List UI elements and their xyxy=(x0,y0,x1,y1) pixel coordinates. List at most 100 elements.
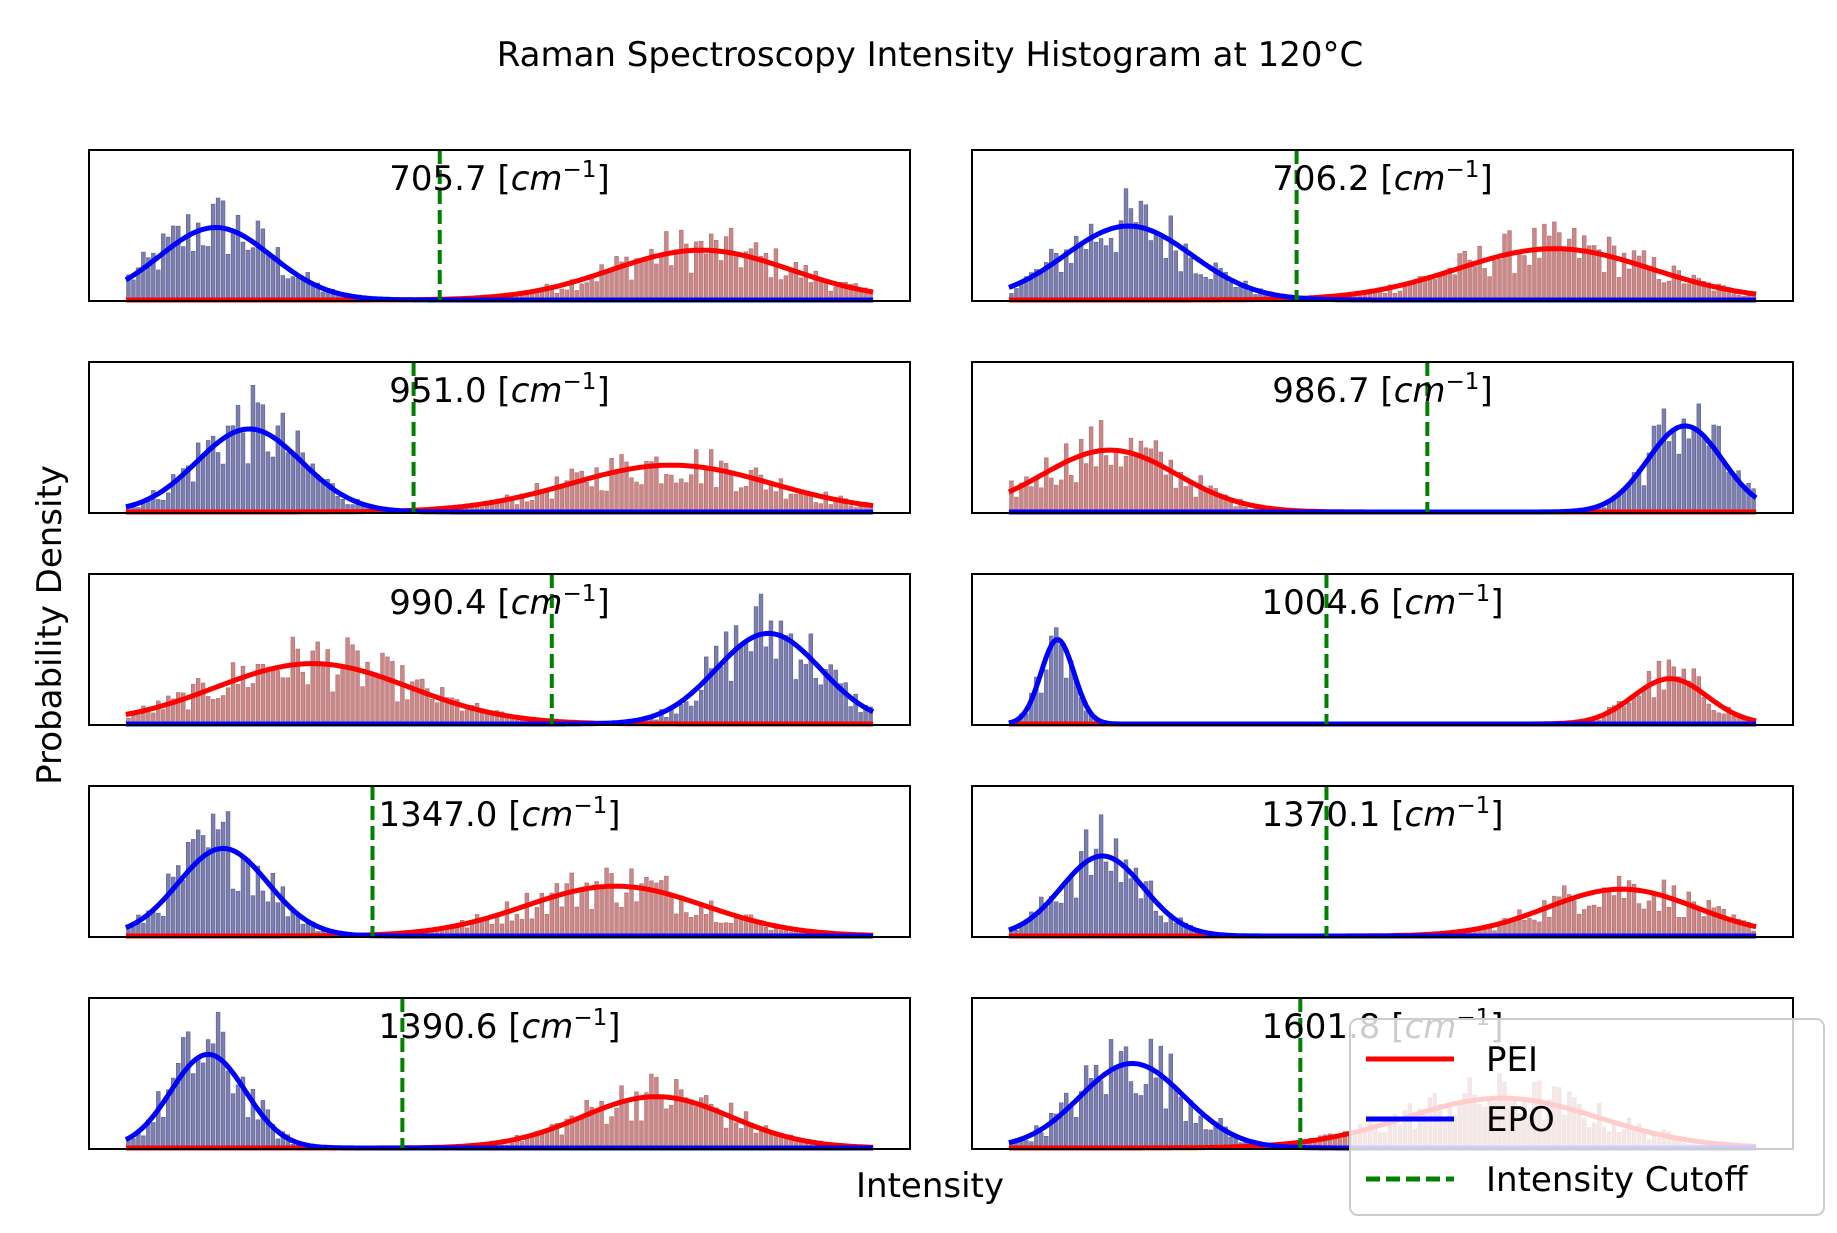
pei-bar xyxy=(1611,245,1617,302)
epo-bar xyxy=(250,247,256,302)
epo-bar xyxy=(156,269,161,302)
pei-bar xyxy=(614,1107,619,1150)
panel-5: 990.4 [cm−1] xyxy=(88,573,911,727)
pei-bar xyxy=(350,644,355,726)
pei-bar xyxy=(574,472,579,514)
pei-bar xyxy=(1671,885,1677,938)
pei-bar xyxy=(664,1108,669,1150)
epo-bar xyxy=(255,865,261,938)
epo-bar xyxy=(1059,1102,1064,1150)
pei-bar xyxy=(669,474,674,514)
pei-bar xyxy=(420,678,425,726)
epo-bar xyxy=(1108,870,1114,938)
epo-bar xyxy=(1193,273,1198,302)
panel-unit-close: ] xyxy=(1479,159,1492,199)
panel-label: 1004.6 [cm−1] xyxy=(1261,581,1503,623)
epo-bar xyxy=(270,258,276,302)
pei-bar xyxy=(1078,439,1084,514)
epo-bar xyxy=(1183,1121,1188,1150)
epo-bar xyxy=(718,666,724,726)
pei-bar xyxy=(340,664,345,726)
panel-2: 706.2 [cm−1] xyxy=(971,149,1794,303)
epo-bar xyxy=(1188,1100,1193,1150)
pei-bar xyxy=(723,236,729,302)
panel-unit: cm xyxy=(522,1007,574,1047)
pei-bar xyxy=(245,687,251,726)
epo-bar xyxy=(1073,1117,1079,1150)
pei-bar xyxy=(1696,676,1701,726)
pei-bar xyxy=(1656,910,1662,938)
epo-bar xyxy=(833,669,838,726)
epo-bar xyxy=(1098,814,1104,938)
panel-unit: cm xyxy=(522,795,574,835)
pei-bar xyxy=(195,678,201,726)
panel-wavenumber: 706.2 [ xyxy=(1272,159,1393,199)
pei-bar xyxy=(1616,875,1622,938)
legend-item: PEI xyxy=(1366,1040,1538,1080)
epo-bar xyxy=(265,451,271,514)
pei-bar xyxy=(1482,268,1487,302)
pei-bar xyxy=(584,1100,589,1150)
epo-bar xyxy=(798,659,804,726)
panel-frame xyxy=(971,361,1794,514)
epo-bar xyxy=(1696,403,1701,514)
epo-bar xyxy=(1054,901,1059,938)
panel-unit-exponent: −1 xyxy=(1456,581,1490,607)
pei-bar xyxy=(235,684,241,726)
pei-bar xyxy=(669,1104,674,1150)
epo-bar xyxy=(280,886,286,938)
panel-unit-exponent: −1 xyxy=(563,581,597,607)
panel-label: 951.0 [cm−1] xyxy=(389,369,609,411)
epo-bar xyxy=(210,813,216,938)
pei-bar xyxy=(674,249,679,302)
pei-bar xyxy=(320,661,325,726)
pei-bar xyxy=(743,1111,749,1150)
panel-frame xyxy=(971,149,1794,302)
epo-bar xyxy=(285,452,291,514)
pei-bar xyxy=(430,699,435,726)
pei-bar xyxy=(1093,466,1099,514)
pei-bar xyxy=(1641,690,1647,726)
panel-unit-close: ] xyxy=(596,583,609,623)
epo-bar xyxy=(1083,1065,1089,1150)
epo-bar xyxy=(265,1109,271,1150)
pei-bar xyxy=(664,875,669,938)
epo-bar xyxy=(265,255,271,302)
panel-unit-close: ] xyxy=(596,159,609,199)
pei-bar xyxy=(1671,666,1677,726)
epo-bar xyxy=(265,901,271,938)
pei-bar xyxy=(1557,232,1562,302)
pei-bar xyxy=(305,684,310,726)
epo-bar xyxy=(1691,427,1696,514)
panel-wavenumber: 951.0 [ xyxy=(389,371,510,411)
epo-bar xyxy=(235,1084,241,1150)
panel-wavenumber: 1004.6 [ xyxy=(1261,583,1404,623)
pei-bar xyxy=(400,665,405,726)
pei-bar xyxy=(1133,453,1139,514)
epo-bar xyxy=(1064,883,1069,938)
panel-unit: cm xyxy=(1394,371,1446,411)
epo-bar xyxy=(290,452,295,514)
epo-bar xyxy=(1721,460,1726,514)
epo-bar xyxy=(1128,878,1134,938)
pei-bar xyxy=(1039,487,1044,514)
pei-bar xyxy=(440,687,445,726)
epo-bar xyxy=(1059,902,1064,938)
pei-bar xyxy=(1049,477,1054,514)
epo-bar xyxy=(773,658,779,726)
epo-bar xyxy=(1148,1038,1154,1150)
epo-bar xyxy=(1731,476,1736,514)
pei-bar xyxy=(1183,486,1188,514)
pei-bar xyxy=(1691,668,1696,726)
pei-bar xyxy=(1442,273,1447,302)
pei-bar xyxy=(589,908,594,938)
pei-bar xyxy=(684,1097,689,1150)
epo-bar xyxy=(1059,271,1064,302)
pei-bar xyxy=(768,483,774,514)
epo-bar xyxy=(270,456,276,514)
epo-bar xyxy=(200,1062,206,1150)
epo-bar xyxy=(235,214,241,302)
pei-bar xyxy=(1716,906,1721,938)
pei-bar xyxy=(783,275,789,302)
epo-bar xyxy=(1143,1084,1149,1150)
